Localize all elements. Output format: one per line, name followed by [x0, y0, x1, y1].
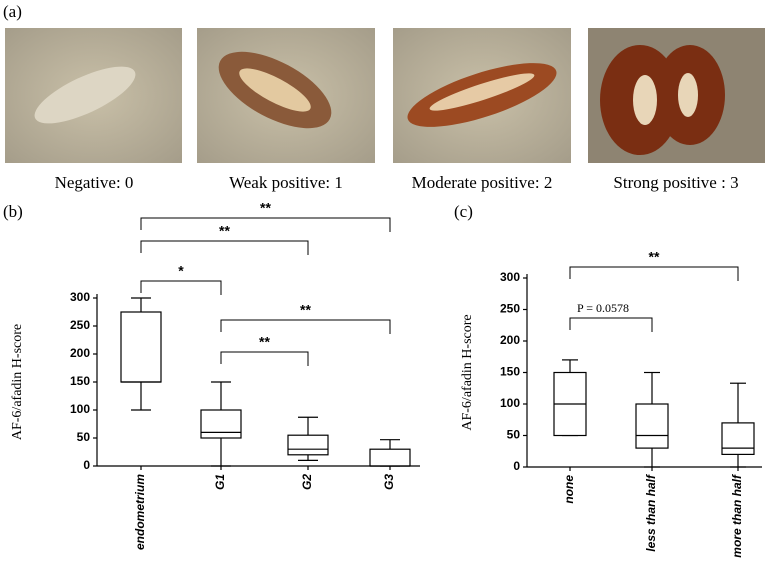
micrograph: [197, 28, 375, 163]
box: [200, 409, 242, 439]
comparison-label: *: [178, 263, 184, 279]
micrograph: [588, 28, 765, 163]
y-tick-label: 150: [500, 365, 520, 379]
y-tick-label: 250: [70, 318, 90, 332]
y-tick-label: 200: [70, 346, 90, 360]
comparison-label: P = 0.0578: [577, 301, 629, 315]
x-tick-label: G2: [300, 474, 314, 490]
y-tick-label: 50: [77, 430, 91, 444]
box: [287, 434, 329, 456]
box: [369, 448, 411, 467]
comparison-label: **: [649, 249, 660, 265]
x-tick-label: endometrium: [133, 474, 147, 550]
y-tick-label: 100: [70, 402, 90, 416]
x-tick-label: more than half: [730, 474, 744, 558]
caption: Strong positive : 3: [613, 173, 738, 192]
comparison-label: **: [260, 200, 271, 216]
y-tick-label: 0: [513, 459, 520, 473]
caption: Moderate positive: 2: [412, 173, 553, 192]
y-axis-label: AF-6/afadin H-score: [460, 314, 475, 430]
bracket: [220, 351, 309, 366]
panel-label: (a): [3, 2, 22, 21]
comparison-label: **: [300, 302, 311, 318]
x-tick-label: none: [562, 475, 576, 504]
box: [721, 422, 755, 455]
panel-label: (c): [454, 202, 473, 221]
caption: Negative: 0: [55, 173, 134, 192]
x-tick-label: less than half: [644, 474, 658, 552]
y-tick-label: 250: [500, 302, 520, 316]
bracket: [569, 266, 739, 281]
bracket: [140, 217, 391, 232]
y-tick-label: 0: [83, 458, 90, 472]
y-tick-label: 200: [500, 333, 520, 347]
bracket: [140, 240, 309, 255]
micrograph: [5, 28, 182, 163]
comparison-label: **: [259, 334, 270, 350]
y-tick-label: 300: [500, 270, 520, 284]
y-tick-label: 100: [500, 396, 520, 410]
comparison-label: **: [219, 223, 230, 239]
y-tick-label: 50: [507, 428, 521, 442]
y-tick-label: 150: [70, 374, 90, 388]
micrograph: [393, 28, 571, 163]
box: [635, 403, 669, 449]
y-tick-label: 300: [70, 290, 90, 304]
panel-label: (b): [3, 202, 23, 221]
x-tick-label: G1: [213, 474, 227, 490]
y-axis-label: AF-6/afadin H-score: [10, 324, 25, 440]
caption: Weak positive: 1: [229, 173, 343, 192]
x-tick-label: G3: [382, 474, 396, 490]
bracket: [569, 317, 653, 332]
bracket: [220, 319, 391, 334]
bracket: [140, 280, 222, 295]
box: [120, 311, 162, 383]
